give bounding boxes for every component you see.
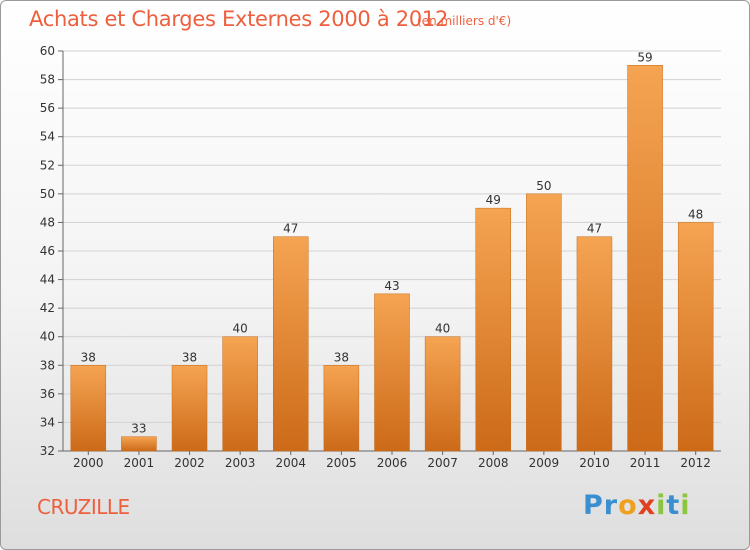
logo-letter: t bbox=[666, 490, 681, 521]
proxiti-logo: Proxiti bbox=[583, 490, 691, 521]
bar-value-label: 59 bbox=[637, 50, 652, 64]
x-tick-label: 2006 bbox=[377, 456, 408, 470]
bar bbox=[627, 65, 663, 452]
y-tick-label: 42 bbox=[40, 301, 55, 315]
x-tick-label: 2001 bbox=[124, 456, 155, 470]
x-tick-label: 2009 bbox=[529, 456, 560, 470]
y-tick-label: 58 bbox=[40, 73, 55, 87]
logo-letter: o bbox=[618, 490, 638, 521]
y-tick-label: 44 bbox=[40, 273, 55, 287]
logo-letter: r bbox=[603, 490, 619, 521]
bar bbox=[70, 365, 107, 452]
logo-letter: i bbox=[656, 490, 667, 521]
y-tick-label: 56 bbox=[40, 101, 55, 115]
y-tick-label: 48 bbox=[40, 215, 55, 229]
x-tick-label: 2011 bbox=[630, 456, 661, 470]
bar bbox=[323, 365, 360, 452]
bar bbox=[475, 207, 511, 452]
bar-value-label: 48 bbox=[688, 207, 703, 221]
bar-value-label: 33 bbox=[131, 422, 146, 436]
chart-unit: (en milliers d'€) bbox=[417, 14, 512, 28]
bars: 38 33 38 40 47 38 43 40 49 50 47 59 48 bbox=[70, 50, 714, 452]
bar-value-label: 47 bbox=[283, 222, 298, 236]
bar-value-label: 47 bbox=[587, 222, 602, 236]
bar bbox=[374, 293, 410, 452]
bar bbox=[171, 365, 208, 452]
bar bbox=[121, 436, 157, 452]
bar bbox=[526, 193, 562, 452]
x-tick-label: 2000 bbox=[73, 456, 104, 470]
x-tick-label: 2005 bbox=[326, 456, 357, 470]
commune-name: CRUZILLE bbox=[37, 495, 130, 519]
x-tick-label: 2008 bbox=[478, 456, 509, 470]
bar-value-label: 50 bbox=[536, 179, 551, 193]
logo-letter: i bbox=[680, 490, 691, 521]
x-tick-label: 2002 bbox=[174, 456, 205, 470]
x-tick-label: 2007 bbox=[427, 456, 458, 470]
x-tick-label: 2003 bbox=[225, 456, 256, 470]
y-tick-label: 60 bbox=[40, 44, 55, 58]
bar-value-label: 49 bbox=[486, 193, 501, 207]
bar bbox=[424, 336, 461, 452]
bar-value-label: 40 bbox=[435, 322, 450, 336]
bar-value-label: 43 bbox=[384, 279, 399, 293]
x-tick-label: 2012 bbox=[680, 456, 711, 470]
x-tick-label: 2004 bbox=[275, 456, 306, 470]
y-tick-label: 36 bbox=[40, 387, 55, 401]
y-tick-label: 50 bbox=[40, 187, 55, 201]
logo-letter: P bbox=[583, 490, 604, 521]
y-tick-label: 52 bbox=[40, 158, 55, 172]
x-tick-label: 2010 bbox=[579, 456, 610, 470]
y-tick-label: 40 bbox=[40, 330, 55, 344]
bar-value-label: 40 bbox=[233, 322, 248, 336]
bar bbox=[576, 236, 613, 452]
y-tick-label: 54 bbox=[40, 130, 55, 144]
bar-value-label: 38 bbox=[334, 350, 349, 364]
bar-value-label: 38 bbox=[81, 350, 96, 364]
bar bbox=[273, 236, 309, 452]
y-tick-label: 38 bbox=[40, 358, 55, 372]
bar-value-label: 38 bbox=[182, 350, 197, 364]
bar bbox=[677, 222, 714, 452]
y-tick-label: 34 bbox=[40, 415, 55, 429]
logo-letter: x bbox=[637, 490, 657, 521]
bar bbox=[222, 336, 258, 452]
y-tick-label: 46 bbox=[40, 244, 55, 258]
y-tick-label: 32 bbox=[40, 444, 55, 458]
chart-title: Achats et Charges Externes 2000 à 2012 bbox=[29, 7, 449, 31]
